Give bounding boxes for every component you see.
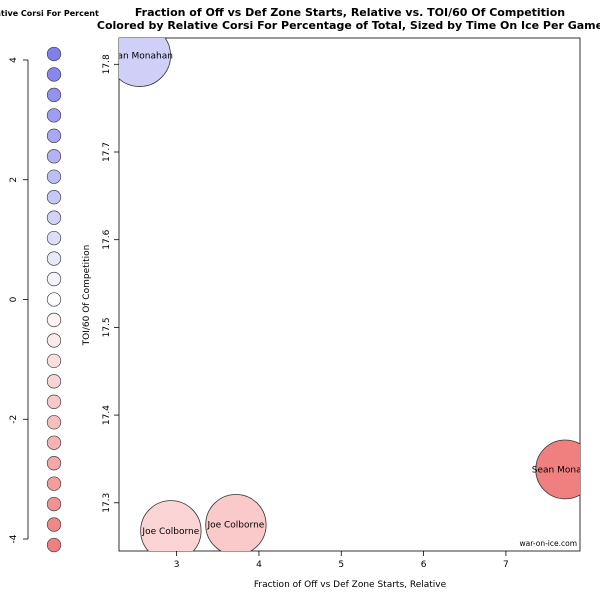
legend-swatch	[46, 46, 62, 62]
chart-title: Fraction of Off vs Def Zone Starts, Rela…	[135, 6, 565, 19]
y-tick-label: 17.3	[102, 493, 112, 513]
watermark: war-on-ice.com	[520, 539, 577, 548]
legend-swatch	[46, 496, 62, 512]
x-axis-title: Fraction of Off vs Def Zone Starts, Rela…	[254, 580, 447, 590]
x-tick-label: 5	[338, 560, 344, 570]
bubble-point[interactable]: Sean Monahan	[532, 439, 599, 500]
y-tick-label: 17.8	[102, 54, 112, 74]
legend-tick-label: 2	[9, 177, 19, 183]
y-axis-title: TOI/60 Of Competition	[82, 245, 92, 347]
bubble-layer: Sean Monahan Joe Colborne Joe Colborne Sean…	[106, 25, 599, 561]
legend-swatch	[46, 108, 62, 123]
y-axis: 17.3 17.4 17.5 17.6 17.7 17.8	[102, 54, 119, 513]
legend-swatch	[46, 169, 62, 184]
legend-swatch	[46, 476, 62, 491]
x-tick-label: 3	[174, 560, 180, 570]
legend-swatch	[46, 394, 62, 409]
bubble-label: Sean Monahan	[532, 465, 599, 475]
legend-swatch	[46, 374, 62, 389]
bubble-circle	[119, 38, 171, 87]
x-tick-label: 4	[256, 560, 262, 570]
x-tick-label: 6	[421, 560, 427, 570]
y-tick-label: 17.6	[102, 229, 112, 249]
legend-swatch	[46, 517, 62, 532]
legend-swatch	[46, 353, 62, 369]
legend-swatch	[46, 456, 62, 471]
legend-swatch	[46, 230, 62, 246]
legend-swatch	[46, 537, 62, 553]
y-tick-label: 17.5	[102, 317, 112, 337]
x-tick-label: 7	[503, 560, 509, 570]
bubble-label: Joe Colborne	[206, 521, 264, 531]
bubble-label: Joe Colborne	[141, 527, 199, 537]
legend-tick-label: -2	[9, 415, 19, 424]
bubble-circle	[140, 500, 202, 551]
legend-swatch	[46, 333, 62, 348]
legend-swatch	[46, 271, 62, 287]
legend-swatch	[46, 190, 62, 205]
legend-tick-label: 4	[9, 57, 19, 63]
legend-swatch	[46, 67, 62, 82]
color-legend: Relative Corsi For Percent 4 2 0 -2 -4	[0, 9, 99, 553]
chart-subtitle: Colored by Relative Corsi For Percentage…	[97, 19, 600, 32]
y-tick-label: 17.4	[102, 405, 112, 425]
y-tick-label: 17.7	[102, 142, 112, 162]
bubble-point[interactable]: Sean Monahan	[106, 25, 173, 87]
plot-frame	[118, 37, 581, 552]
legend-swatch	[46, 312, 62, 328]
legend-swatch	[46, 415, 62, 430]
legend-swatch	[46, 251, 62, 266]
legend-swatch	[46, 292, 62, 307]
legend-tick-label: -4	[9, 534, 19, 543]
legend-swatch	[46, 128, 62, 143]
legend-tick-label: 0	[9, 296, 19, 302]
legend-swatch	[46, 435, 62, 450]
bubble-circle	[205, 494, 267, 551]
x-axis: 3 4 5 6 7	[174, 551, 509, 570]
bubble-label: Sean Monahan	[106, 52, 173, 62]
legend-swatch	[46, 87, 62, 103]
bubble-point[interactable]: Joe Colborne	[140, 500, 202, 561]
bubble-point[interactable]: Joe Colborne	[205, 494, 267, 554]
legend-title: Relative Corsi For Percent	[0, 9, 99, 18]
legend-swatch	[46, 149, 62, 164]
legend-swatch	[46, 210, 62, 225]
bubble-circle	[535, 439, 580, 500]
